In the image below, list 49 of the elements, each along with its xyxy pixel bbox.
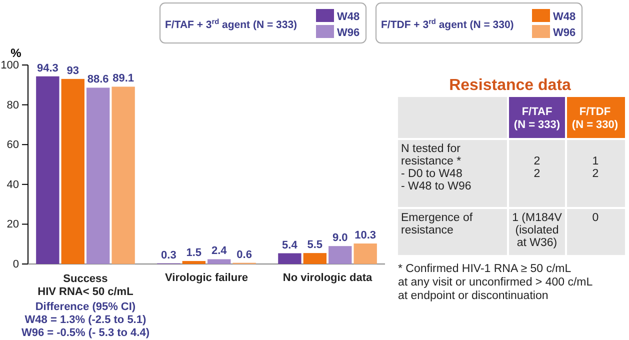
x-tick-label: No virologic data: [282, 272, 374, 284]
bar: [303, 253, 327, 264]
text: N tested for resistance * - D0 to W48 - W48 to W96: [401, 143, 472, 192]
text: F/TDF + 3$^{rd}$ agent (N = 330): [381, 16, 514, 31]
y-tick-label: 100: [0, 60, 19, 72]
text: Emergence of resistance: [401, 212, 474, 236]
y-axis-title: %: [10, 46, 22, 60]
data-label: 5.5: [307, 239, 323, 252]
x-tick-label: Success HIV RNA< 50 c/mL: [38, 273, 134, 298]
text: F/TDF (N = 330): [572, 106, 618, 131]
bar: [36, 76, 60, 264]
bar: [86, 88, 110, 264]
bar: [182, 261, 206, 264]
bar: [61, 78, 84, 264]
bar: [112, 86, 135, 264]
data-label: 1.5: [186, 247, 202, 260]
bar: [328, 246, 352, 264]
text: Difference (95% CI) W48 = 1.3% (-2.5 to 5.1) W96 = -0.5% (- 5.3 to 4.4): [21, 301, 150, 339]
legend-label: W96: [553, 27, 576, 39]
bar: [278, 253, 302, 264]
text: 0: [592, 212, 599, 224]
text: 1 (M184V (isolated at W36): [512, 212, 562, 249]
y-tick-label: 0: [12, 258, 19, 271]
bar: [354, 244, 377, 264]
x-tick-label: Virologic failure: [165, 272, 248, 284]
legend-label: W48: [337, 11, 360, 23]
y-tick-label: 80: [6, 99, 19, 112]
text: 1 2: [592, 156, 599, 180]
data-label: 93: [66, 64, 79, 77]
data-label: 89.1: [112, 72, 134, 85]
data-label: 88.6: [87, 74, 109, 86]
text: Resistance data: [449, 77, 572, 94]
y-tick-label: 20: [6, 218, 19, 231]
data-label: 2.4: [211, 245, 228, 258]
legend-label: W48: [553, 11, 576, 23]
text: * Confirmed HIV-1 RNA ≥ 50 c/mL at any visit or unconfirmed > 400 c/mL at endpoint or discontinuation: [398, 263, 594, 302]
y-tick-label: 40: [6, 178, 19, 191]
data-label: 94.3: [36, 62, 58, 74]
data-label: 5.4: [282, 239, 298, 252]
text: F/TAF (N = 333): [514, 106, 560, 131]
data-label: 9.0: [332, 232, 348, 244]
data-label: 0.6: [236, 248, 252, 261]
data-label: 10.3: [354, 230, 376, 242]
legend-label: W96: [337, 27, 360, 39]
data-label: 0.3: [161, 249, 176, 262]
text: F/TAF + 3$^{rd}$ agent (N = 333): [165, 16, 298, 31]
text: 2 2: [534, 156, 540, 180]
bar: [208, 259, 231, 264]
y-tick-label: 60: [6, 139, 19, 152]
